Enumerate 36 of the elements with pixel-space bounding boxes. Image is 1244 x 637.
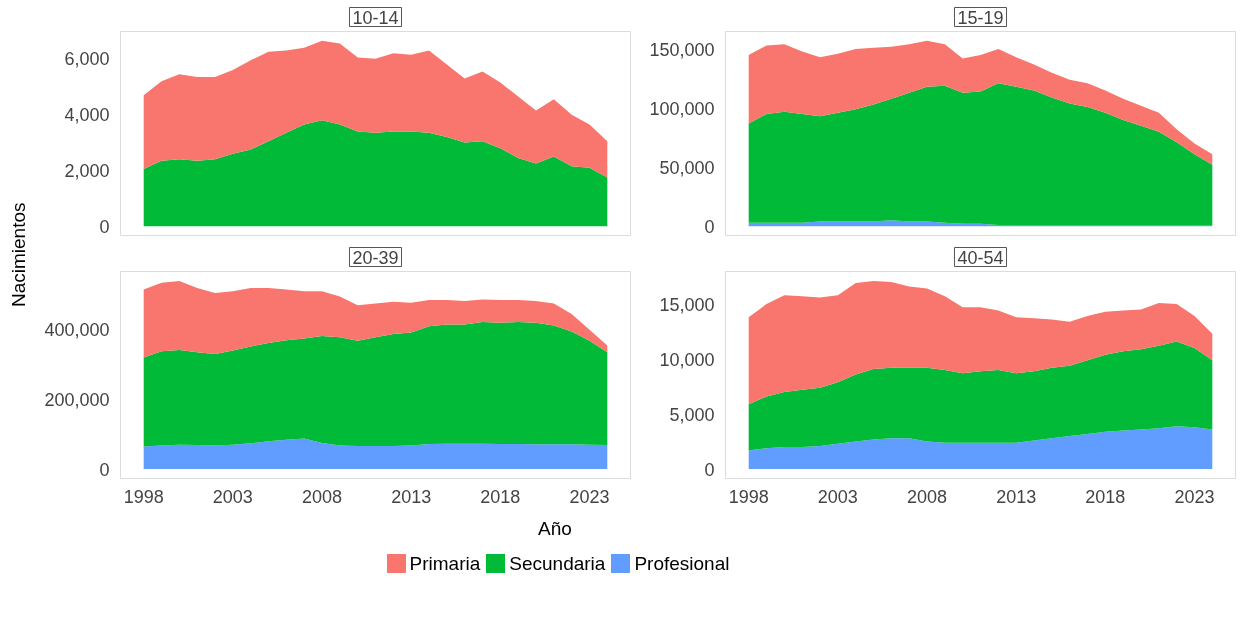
chart-title: 40-54	[957, 247, 1004, 268]
y-tick-label: 150,000	[649, 39, 715, 60]
y-tick-label: 0	[99, 216, 110, 237]
x-tick-label: 2018	[480, 486, 521, 507]
y-tick-label: 0	[704, 216, 715, 237]
x-tick-label: 2003	[212, 486, 253, 507]
legend-label: Profesional	[634, 553, 730, 575]
legend-label: Secundaria	[509, 553, 606, 575]
x-tick-label: 2023	[569, 486, 610, 507]
x-tick-label: 2013	[391, 486, 432, 507]
y-tick-label: 0	[704, 459, 715, 480]
x-tick-label: 2003	[817, 486, 858, 507]
y-axis-title: Nacimientos	[7, 201, 30, 310]
x-tick-label: 2023	[1174, 486, 1215, 507]
y-tick-label: 200,000	[44, 389, 110, 410]
y-tick-label: 400,000	[44, 320, 110, 341]
chart-title: 15-19	[957, 7, 1004, 28]
y-tick-label: 10,000	[659, 349, 715, 370]
chart-title: 10-14	[352, 7, 399, 28]
legend-label: Primaria	[409, 553, 481, 575]
x-tick-label: 2008	[301, 486, 343, 507]
x-tick-label: 2008	[906, 486, 948, 507]
y-tick-label: 6,000	[64, 49, 110, 70]
x-tick-label: 2018	[1085, 486, 1126, 507]
x-tick-label: 2013	[996, 486, 1037, 507]
y-tick-label: 2,000	[64, 160, 110, 181]
chart-title: 20-39	[352, 247, 399, 268]
y-tick-label: 5,000	[669, 404, 715, 425]
y-tick-label: 4,000	[64, 105, 110, 126]
x-tick-label: 1998	[123, 486, 164, 507]
x-tick-label: 1998	[728, 486, 769, 507]
x-axis-title: Año	[537, 517, 573, 541]
y-tick-label: 0	[99, 459, 110, 480]
y-tick-label: 50,000	[659, 157, 715, 178]
y-tick-label: 15,000	[659, 294, 715, 315]
y-tick-label: 100,000	[649, 98, 715, 119]
